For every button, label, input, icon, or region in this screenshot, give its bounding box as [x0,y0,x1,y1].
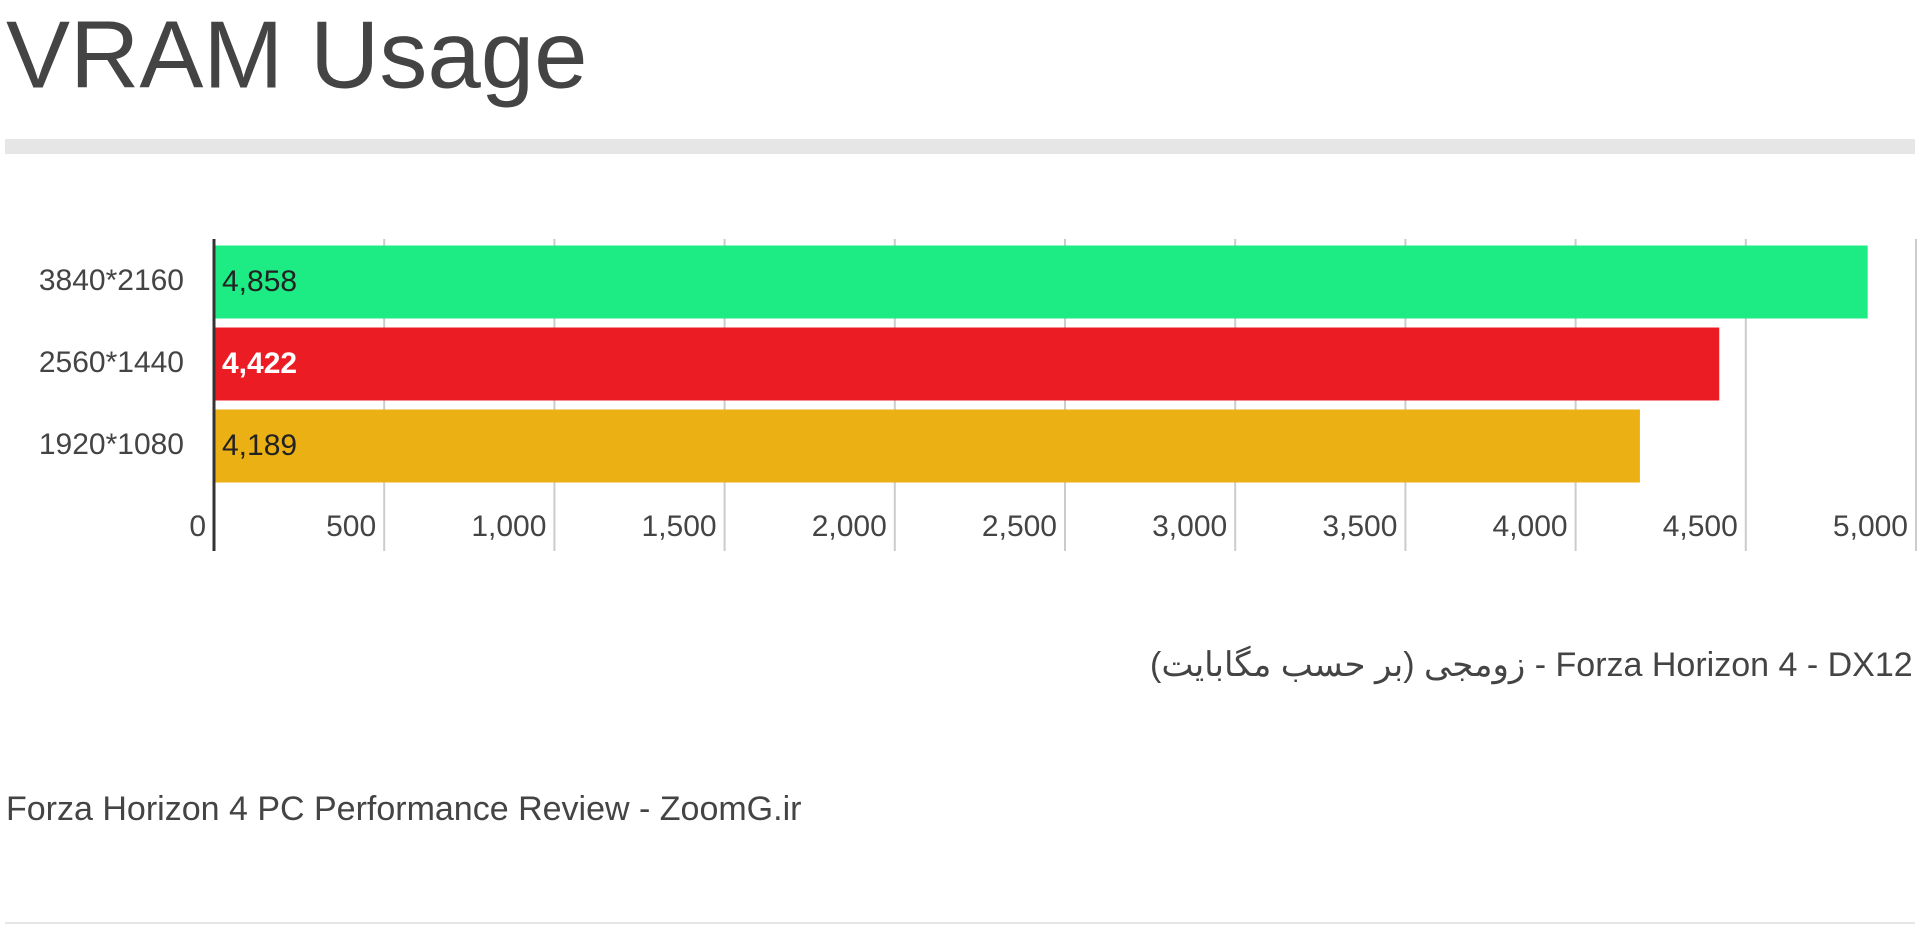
bar [214,409,1640,483]
title-rule [5,139,1915,154]
x-tick-label: 500 [326,510,376,543]
x-tick-label: 4,000 [1493,510,1568,543]
x-tick-label: 0 [189,510,206,543]
x-tick-label: 1,500 [642,510,717,543]
x-tick-label: 5,000 [1833,510,1908,543]
footer: Forza Horizon 4 PC Performance Review - … [6,790,801,828]
x-tick-label: 1,000 [471,510,546,543]
value-label: 4,858 [222,265,297,298]
subtitle: مصرف رم گرافیکی، Forza Horizon 4 - DX12 … [1150,645,1920,685]
y-tick-label: 3840*2160 [39,264,184,297]
value-label: 4,422 [222,347,297,380]
x-tick-label: 2,000 [812,510,887,543]
value-label: 4,189 [222,429,297,462]
bar [214,245,1868,319]
bottom-rule [5,922,1915,924]
x-tick-label: 3,000 [1152,510,1227,543]
y-tick-label: 2560*1440 [39,346,184,379]
bar [214,327,1720,401]
x-tick-label: 4,500 [1663,510,1738,543]
x-tick-label: 3,500 [1322,510,1397,543]
x-tick-label: 2,500 [982,510,1057,543]
y-tick-label: 1920*1080 [39,428,184,461]
chart-title: VRAM Usage [6,1,588,108]
